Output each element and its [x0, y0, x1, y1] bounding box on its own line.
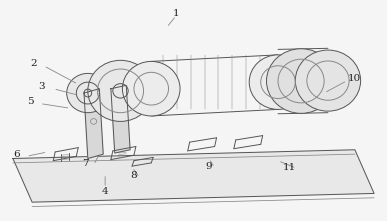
- Text: 9: 9: [205, 162, 212, 171]
- Ellipse shape: [267, 49, 336, 113]
- Text: 8: 8: [131, 171, 137, 181]
- Text: 1: 1: [173, 9, 180, 18]
- Text: 7: 7: [82, 160, 89, 168]
- Text: 4: 4: [102, 187, 108, 196]
- Text: 5: 5: [27, 97, 34, 106]
- Text: 6: 6: [14, 150, 20, 159]
- Polygon shape: [111, 85, 130, 153]
- Text: 11: 11: [283, 163, 296, 172]
- Ellipse shape: [295, 50, 361, 111]
- Text: 2: 2: [31, 59, 38, 68]
- Text: 3: 3: [38, 82, 45, 91]
- Polygon shape: [13, 150, 374, 202]
- Polygon shape: [84, 89, 103, 158]
- Ellipse shape: [67, 73, 109, 113]
- Ellipse shape: [249, 55, 307, 109]
- Ellipse shape: [88, 60, 153, 121]
- Text: 10: 10: [348, 74, 361, 83]
- Ellipse shape: [122, 61, 180, 116]
